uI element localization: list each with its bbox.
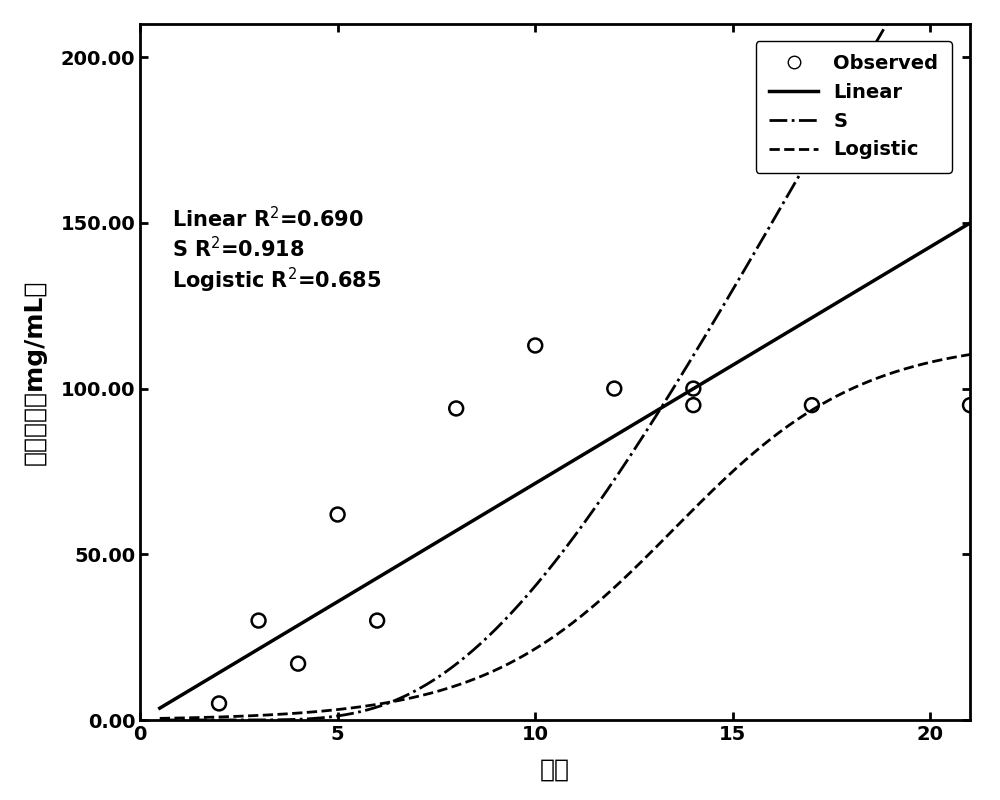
X-axis label: 天数: 天数 bbox=[540, 758, 570, 782]
Legend: Observed, Linear, S, Logistic: Observed, Linear, S, Logistic bbox=[756, 41, 952, 173]
Point bbox=[211, 697, 227, 710]
Point bbox=[369, 614, 385, 627]
Point bbox=[962, 398, 978, 411]
Text: Linear R$^2$=0.690
S R$^2$=0.918
Logistic R$^2$=0.685: Linear R$^2$=0.690 S R$^2$=0.918 Logisti… bbox=[172, 206, 381, 294]
Y-axis label: 细胞浓度（mg/mL）: 细胞浓度（mg/mL） bbox=[22, 279, 46, 465]
Point bbox=[527, 339, 543, 352]
Point bbox=[251, 614, 267, 627]
Point bbox=[290, 658, 306, 670]
Point bbox=[764, 134, 780, 146]
Point bbox=[606, 382, 622, 395]
Point bbox=[804, 398, 820, 411]
Point bbox=[685, 382, 701, 395]
Point bbox=[330, 508, 346, 521]
Point bbox=[685, 398, 701, 411]
Point bbox=[448, 402, 464, 415]
